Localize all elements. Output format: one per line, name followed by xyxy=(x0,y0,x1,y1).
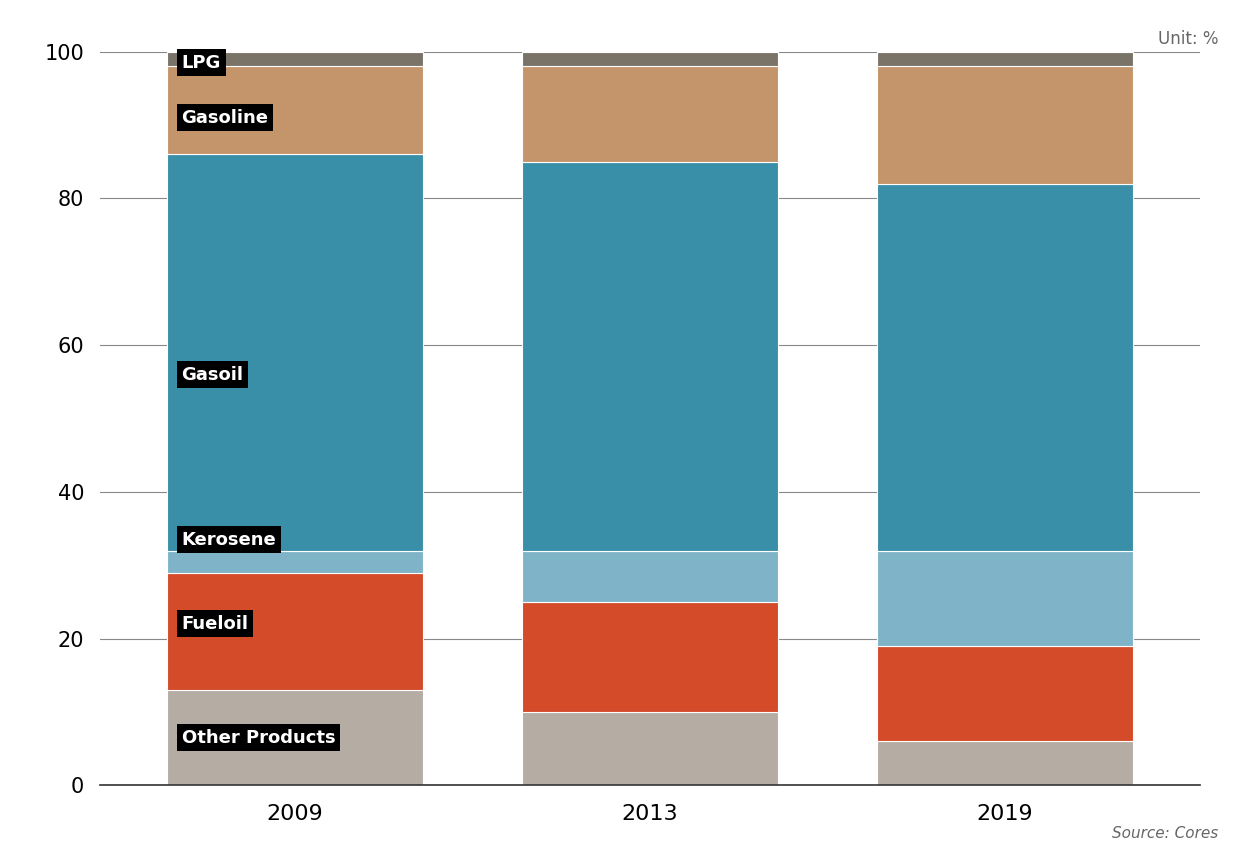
Text: Other Products: Other Products xyxy=(181,728,335,746)
Bar xyxy=(878,741,1132,785)
Text: Gasoil: Gasoil xyxy=(181,366,244,383)
Text: Gasoline: Gasoline xyxy=(181,109,269,127)
Text: Unit: %: Unit: % xyxy=(1159,30,1219,48)
Text: Fueloil: Fueloil xyxy=(181,615,249,633)
Bar xyxy=(522,52,778,66)
Bar xyxy=(522,602,778,712)
Bar xyxy=(168,66,422,154)
Bar xyxy=(522,551,778,602)
Bar xyxy=(168,154,422,551)
Text: Source: Cores: Source: Cores xyxy=(1112,827,1219,841)
Bar xyxy=(168,690,422,785)
Text: Kerosene: Kerosene xyxy=(181,531,276,549)
Bar xyxy=(168,551,422,573)
Bar xyxy=(522,162,778,551)
Bar xyxy=(522,66,778,162)
Bar xyxy=(522,712,778,785)
Bar xyxy=(878,184,1132,551)
Bar xyxy=(878,646,1132,741)
Bar xyxy=(168,52,422,66)
Bar xyxy=(878,52,1132,66)
Bar xyxy=(878,66,1132,184)
Bar xyxy=(168,573,422,690)
Bar xyxy=(878,551,1132,646)
Text: LPG: LPG xyxy=(181,54,221,72)
